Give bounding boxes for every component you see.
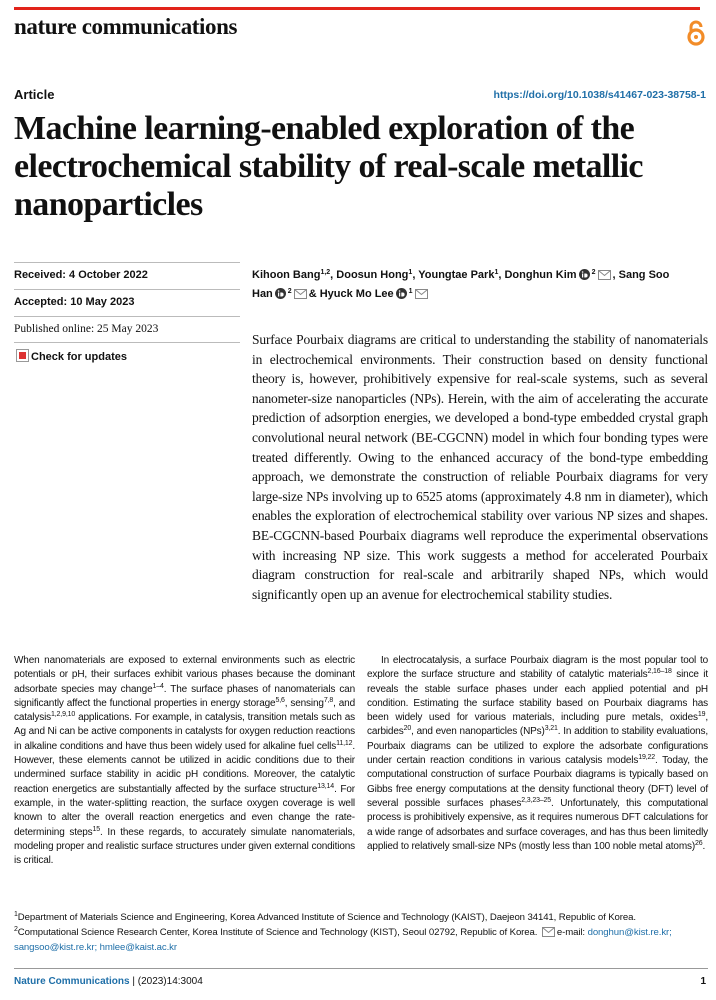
citation: 19: [697, 711, 706, 719]
updates-icon: [16, 349, 29, 362]
author: Sang Soo Han 2 &: [252, 269, 669, 300]
citation: 13,14: [317, 782, 335, 790]
text-run: . For example, in the water-splitting re…: [14, 783, 355, 838]
author: Donghun Kim 2,: [504, 269, 616, 281]
author: Youngtae Park1,: [418, 269, 501, 281]
mail-icon: [293, 289, 307, 299]
orcid-icon: [395, 288, 407, 299]
author-separator: ,: [412, 269, 416, 281]
text-run: since it reveals the stable surface phas…: [367, 669, 708, 724]
affiliation: 2Computational Science Research Center, …: [14, 925, 708, 955]
citation: 2,3,23–25: [521, 796, 552, 804]
check-updates-text[interactable]: Check for updates: [31, 351, 127, 363]
citation: 26: [695, 839, 703, 847]
mail-icon: [541, 927, 555, 937]
email-link[interactable]: donghun@kist.re.kr;: [587, 927, 672, 938]
orcid-icon: [274, 288, 286, 299]
author-affiliation: 1: [408, 269, 413, 276]
email-link[interactable]: sangsoo@kist.re.kr;: [14, 942, 98, 953]
author: Hyuck Mo Lee 1: [320, 288, 430, 300]
mail-icon: [597, 270, 611, 280]
text-run: , and catalysis: [14, 697, 355, 724]
text-run: When nanomaterials are exposed to extern…: [14, 655, 355, 695]
published-date: Published online: 25 May 2023: [14, 316, 240, 335]
body-paragraph: When nanomaterials are exposed to extern…: [14, 654, 355, 868]
text-run: , carbides: [367, 712, 708, 738]
affiliation-text: Department of Materials Science and Engi…: [17, 912, 636, 923]
author-name: Sang Soo Han: [252, 269, 670, 300]
text-run: , and even nanoparticles (NPs): [411, 726, 545, 738]
citation: 15: [92, 825, 101, 833]
journal-name: nature communications: [14, 14, 238, 39]
affiliation-number: 2: [14, 926, 18, 933]
citation: 1,2,9,10: [51, 711, 76, 719]
page-number: 1: [700, 976, 706, 987]
citation: 3,21: [544, 725, 558, 733]
article-title: Machine learning-enabled exploration of …: [14, 110, 644, 223]
footer-citation: Nature Communications | (2023)14:3004: [14, 976, 203, 987]
text-run: . However, these elements cannot be util…: [14, 740, 355, 795]
received-date: Received: 4 October 2022: [14, 262, 240, 281]
text-run: In electrocatalysis, a surface Pourbaix …: [367, 655, 708, 681]
email-label: e-mail:: [556, 927, 585, 938]
citation: 20: [403, 725, 412, 733]
text-run: .: [702, 840, 706, 852]
open-access-icon: [687, 20, 705, 46]
author-name: Hyuck Mo Lee: [319, 288, 394, 300]
author-name: Youngtae Park: [418, 269, 495, 281]
accepted-date: Accepted: 10 May 2023: [14, 289, 240, 308]
author-affiliation: 1: [494, 269, 499, 276]
affiliations: 1Department of Materials Science and Eng…: [14, 910, 708, 955]
author-list: Kihoon Bang1,2, Doosun Hong1, Youngtae P…: [252, 266, 692, 304]
text-run: , sensing: [284, 697, 324, 709]
text-run: . In these regards, to accurately simula…: [14, 826, 355, 867]
text-run: applications. For example, in catalysis,…: [14, 712, 355, 752]
affiliation-number: 1: [14, 911, 18, 918]
citation: 1–4: [152, 682, 164, 690]
check-updates[interactable]: Check for updates: [14, 342, 240, 363]
author-separator: ,: [612, 269, 616, 281]
abstract: Surface Pourbaix diagrams are critical t…: [252, 332, 708, 602]
text-run: . The surface phases of nanomaterials ca…: [14, 683, 355, 709]
affiliation-text: Computational Science Research Center, K…: [17, 927, 538, 938]
text-run: . Today, the computational construction …: [367, 755, 708, 809]
author-affiliation: 2: [287, 288, 292, 295]
author: Kihoon Bang1,2,: [252, 269, 333, 281]
orcid-icon: [578, 269, 590, 280]
doi-link[interactable]: https://doi.org/10.1038/s41467-023-38758…: [493, 89, 706, 101]
author-affiliation: 2: [591, 269, 596, 276]
author-affiliation: 1,2: [320, 269, 331, 276]
citation: 19,22: [638, 754, 655, 762]
email-link[interactable]: hmlee@kaist.ac.kr: [99, 942, 177, 953]
author-separator: &: [308, 288, 317, 300]
body-paragraph: In electrocatalysis, a surface Pourbaix …: [367, 654, 708, 854]
author-affiliation: 1: [408, 288, 413, 295]
mail-icon: [414, 289, 428, 299]
affiliation: 1Department of Materials Science and Eng…: [14, 910, 708, 925]
citation: 7,8: [323, 696, 334, 704]
citation: 5,6: [275, 696, 285, 704]
author: Doosun Hong1,: [336, 269, 415, 281]
author-separator: ,: [498, 269, 502, 281]
author-name: Donghun Kim: [504, 269, 577, 281]
header-rule: [14, 7, 700, 10]
text-run: . In addition to stability evaluations, …: [367, 726, 708, 767]
footer-volume: | (2023)14:3004: [132, 976, 203, 987]
citation: 2,16–18: [647, 668, 672, 676]
footer-rule: [14, 968, 708, 969]
footer-journal: Nature Communications: [14, 976, 130, 987]
author-name: Doosun Hong: [336, 269, 409, 281]
citation: 11,12: [336, 739, 353, 747]
author-separator: ,: [330, 269, 334, 281]
article-type: Article: [14, 87, 55, 102]
author-name: Kihoon Bang: [252, 269, 321, 281]
text-run: . Unfortunately, this computational proc…: [367, 797, 708, 852]
